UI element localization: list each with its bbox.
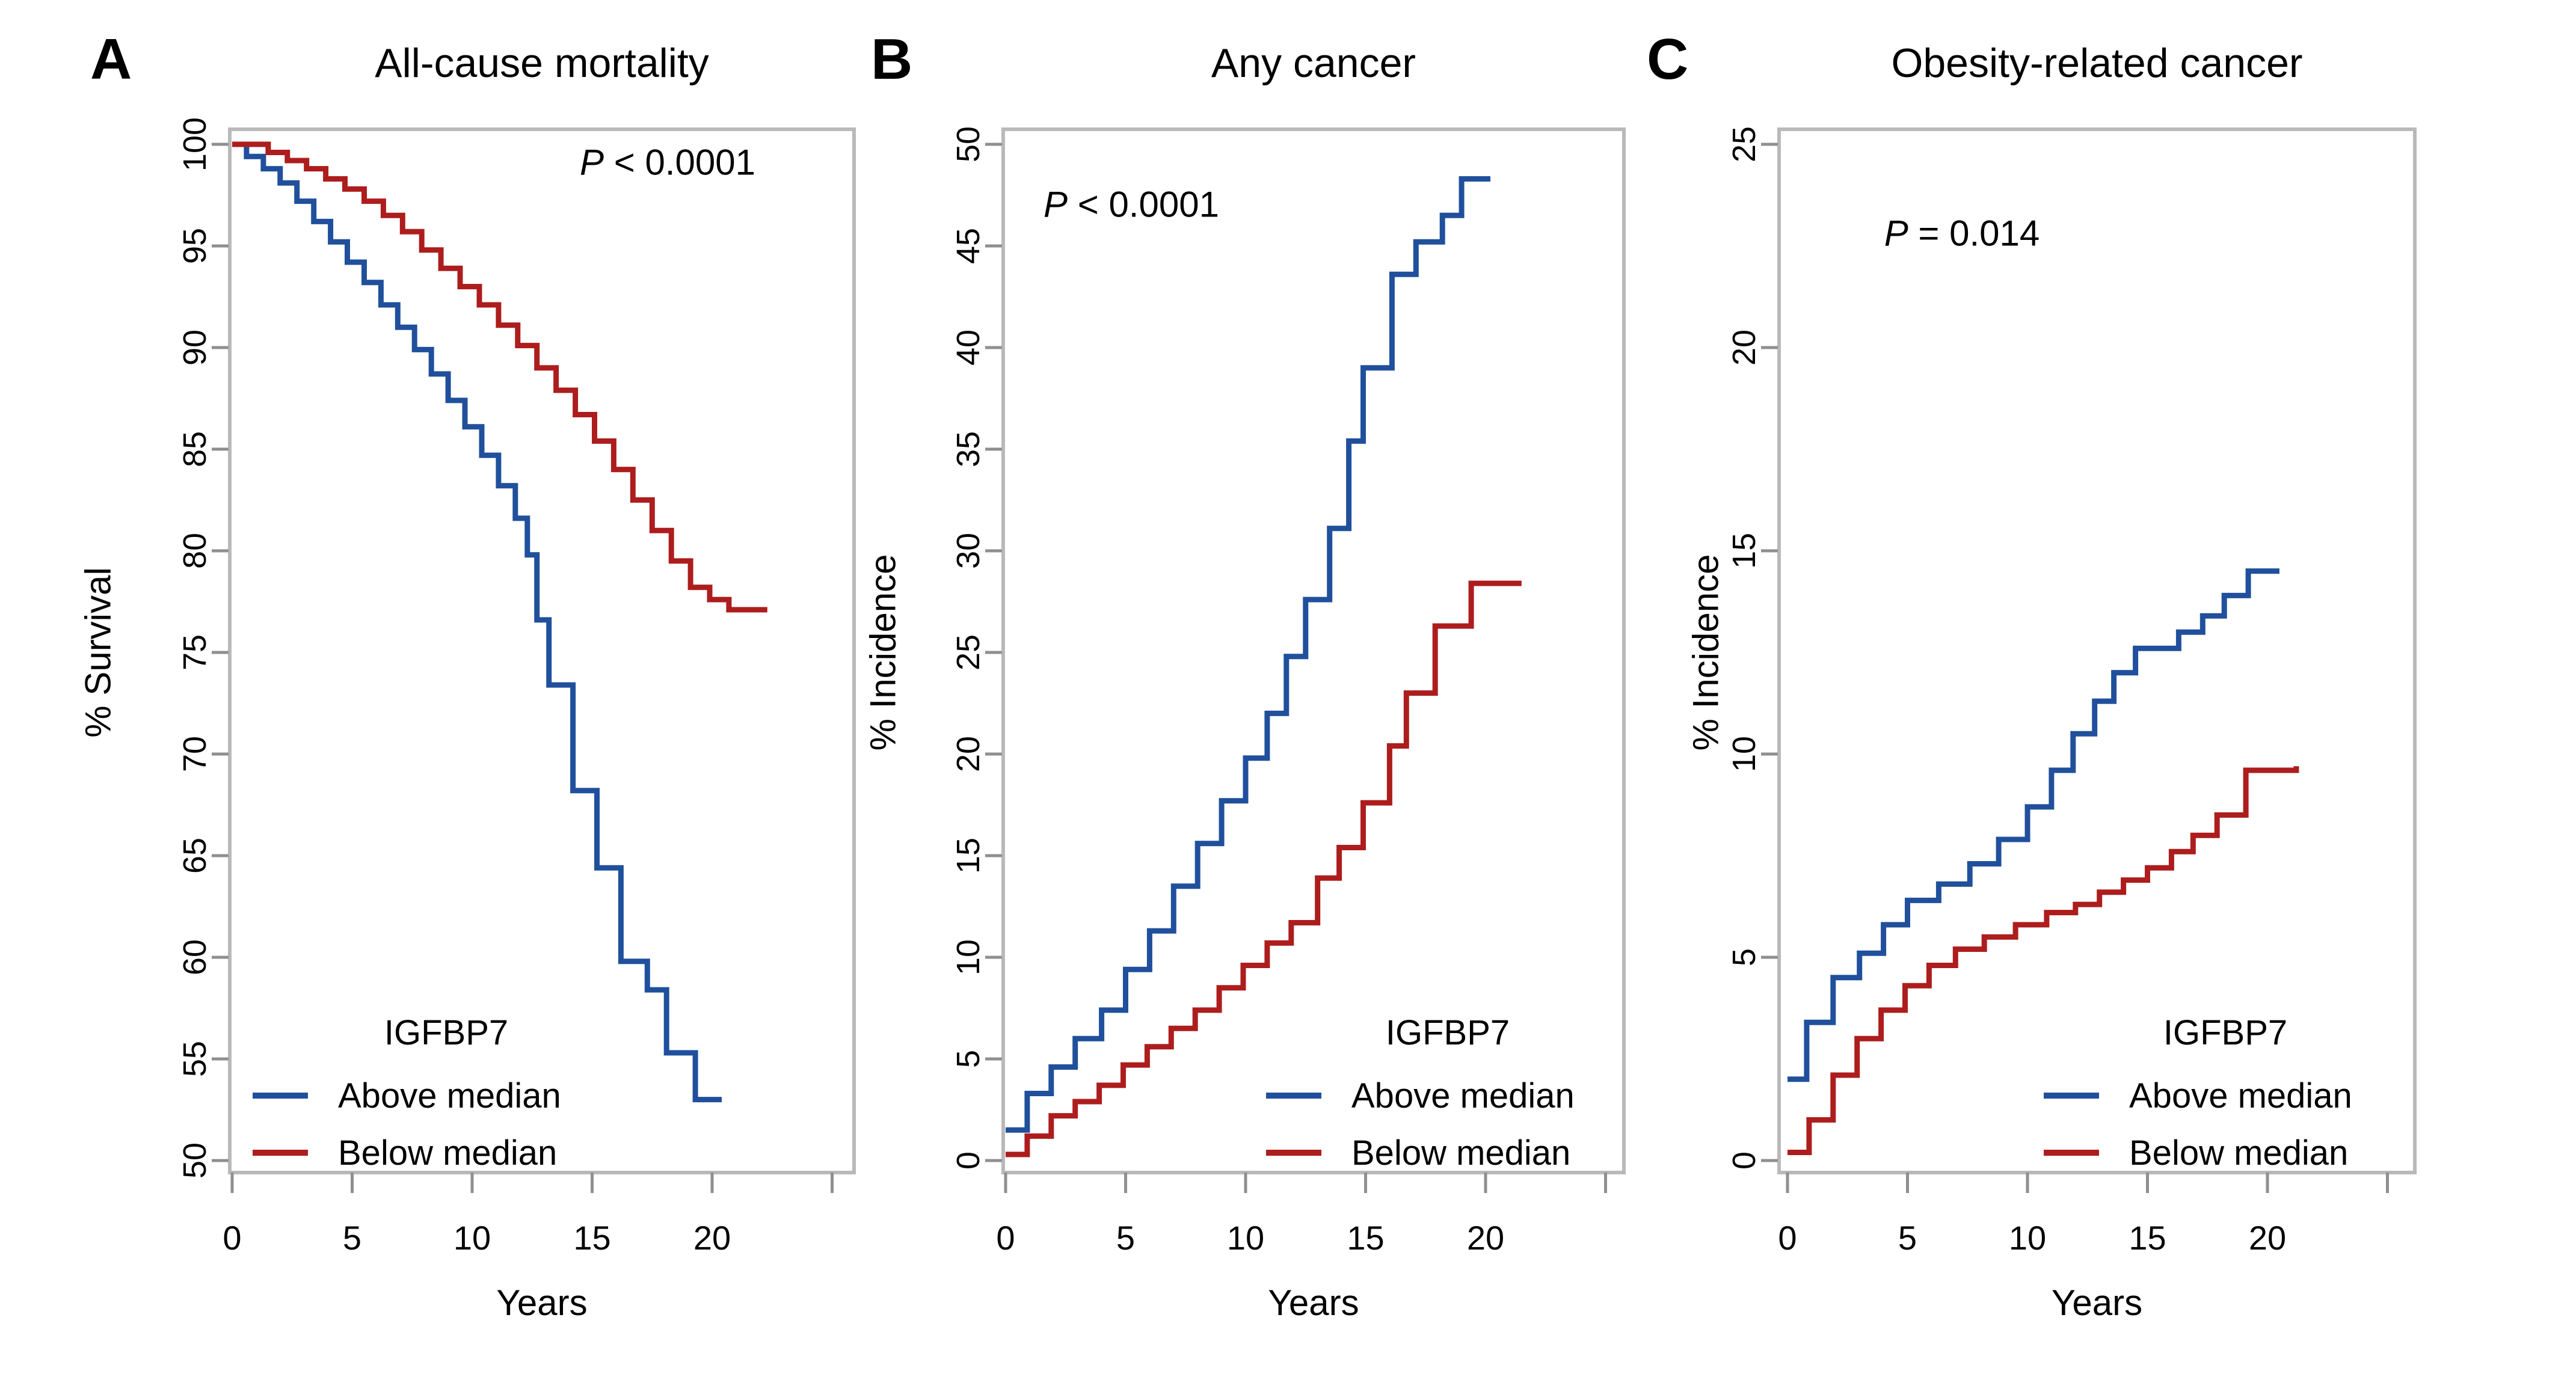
y-tick-label: 0 <box>950 1152 986 1170</box>
y-tick-label: 50 <box>177 1142 213 1179</box>
survival-curve-below-median <box>232 141 767 613</box>
p-value-c: P = 0.014 <box>1884 213 2040 254</box>
x-tick-label: 15 <box>1347 1219 1384 1257</box>
x-tick-label: 5 <box>1898 1219 1917 1257</box>
survival-curve-below-median <box>1788 766 2299 1155</box>
y-tick-label: 85 <box>177 431 213 467</box>
y-axis-label-c: % Incidence <box>1685 554 1726 751</box>
x-tick-label: 15 <box>573 1219 610 1257</box>
x-axis-label-b: Years <box>1268 1283 1359 1323</box>
y-tick-label: 75 <box>177 634 213 670</box>
x-tick-label: 0 <box>223 1219 241 1257</box>
x-tick-label: 10 <box>2009 1219 2046 1257</box>
legend-swatch-above-icon <box>1266 1093 1321 1099</box>
y-tick-label: 10 <box>950 939 986 975</box>
x-tick-label: 10 <box>1227 1219 1264 1257</box>
legend-label-below: Below median <box>2129 1133 2349 1173</box>
y-tick-label: 20 <box>1726 330 1762 366</box>
x-tick-label: 5 <box>1116 1219 1135 1257</box>
panel-letter-a: A <box>90 27 132 91</box>
y-tick-label: 25 <box>1726 126 1762 162</box>
x-tick-label: 20 <box>2249 1219 2286 1257</box>
legend-label-above: Above median <box>338 1076 561 1115</box>
legend-entry-below: Below median <box>1266 1129 1570 1177</box>
x-tick-label: 0 <box>996 1219 1015 1257</box>
p-symbol: P <box>1884 213 1908 254</box>
legend-swatch-above-icon <box>2044 1093 2099 1099</box>
legend-label-above: Above median <box>1351 1076 1575 1115</box>
panel-title-c: Obesity-related cancer <box>1891 40 2303 86</box>
legend-label-above: Above median <box>2129 1076 2352 1115</box>
y-tick-label: 90 <box>177 330 213 366</box>
p-comparison: < 0.0001 <box>604 142 755 183</box>
legend-title-b: IGFBP7 <box>1385 1013 1510 1052</box>
plot-frame <box>228 127 856 1174</box>
survival-curve-above-median <box>1788 568 2279 1082</box>
y-tick-label: 15 <box>1726 533 1762 569</box>
panel-title-a: All-cause mortality <box>375 40 709 86</box>
legend-entry-below: Below median <box>2044 1129 2348 1177</box>
y-tick-label: 100 <box>177 117 213 171</box>
plot-frame <box>1001 127 1626 1174</box>
y-tick-label: 30 <box>950 533 986 569</box>
x-tick-label: 15 <box>2129 1219 2166 1257</box>
survival-curve-above-median <box>1006 176 1490 1133</box>
p-symbol: P <box>580 142 604 183</box>
legend-entry-above: Above median <box>2044 1072 2352 1120</box>
y-tick-label: 5 <box>950 1050 986 1068</box>
legend-entry-below: Below median <box>253 1129 557 1177</box>
x-tick-label: 20 <box>693 1219 731 1257</box>
y-tick-label: 35 <box>950 431 986 467</box>
legend-label-below: Below median <box>1351 1133 1571 1173</box>
legend-swatch-below-icon <box>253 1150 308 1156</box>
panel-letter-b: B <box>871 27 913 91</box>
y-tick-label: 70 <box>177 736 213 772</box>
x-tick-label: 20 <box>1467 1219 1504 1257</box>
p-comparison: < 0.0001 <box>1068 184 1219 225</box>
y-tick-label: 15 <box>950 838 986 874</box>
y-axis-label-b: % Incidence <box>862 554 903 751</box>
legend-title-c: IGFBP7 <box>2163 1013 2288 1052</box>
y-tick-label: 5 <box>1726 948 1762 966</box>
y-tick-label: 20 <box>950 736 986 772</box>
y-axis-label-a: % Survival <box>78 567 118 738</box>
x-tick-label: 5 <box>343 1219 361 1257</box>
panel-title-b: Any cancer <box>1211 40 1416 86</box>
survival-curve-below-median <box>1006 580 1522 1158</box>
y-tick-label: 40 <box>950 330 986 366</box>
y-tick-label: 65 <box>177 838 213 874</box>
survival-curve-above-median <box>232 141 722 1103</box>
y-tick-label: 10 <box>1726 736 1762 772</box>
legend-swatch-below-icon <box>1266 1150 1321 1156</box>
y-tick-label: 55 <box>177 1041 213 1077</box>
legend-entry-above: Above median <box>1266 1072 1575 1120</box>
x-tick-label: 0 <box>1778 1219 1797 1257</box>
p-comparison: = 0.014 <box>1908 213 2040 254</box>
y-tick-label: 95 <box>177 228 213 264</box>
x-axis-label-c: Years <box>2051 1283 2143 1323</box>
legend-entry-above: Above median <box>253 1072 561 1120</box>
legend-label-below: Below median <box>338 1133 558 1173</box>
y-tick-label: 25 <box>950 634 986 670</box>
y-tick-label: 80 <box>177 533 213 569</box>
p-value-a: P < 0.0001 <box>580 142 755 183</box>
x-axis-label-a: Years <box>496 1283 588 1323</box>
x-tick-label: 10 <box>453 1219 491 1257</box>
y-tick-label: 0 <box>1726 1152 1762 1170</box>
legend-title-a: IGFBP7 <box>384 1013 509 1052</box>
legend-swatch-above-icon <box>253 1093 308 1099</box>
y-tick-label: 50 <box>950 126 986 162</box>
p-symbol: P <box>1044 184 1068 225</box>
legend-swatch-below-icon <box>2044 1150 2099 1156</box>
plot-frame <box>1777 127 2417 1174</box>
panel-letter-c: C <box>1647 27 1689 91</box>
y-tick-label: 45 <box>950 228 986 264</box>
y-tick-label: 60 <box>177 939 213 975</box>
p-value-b: P < 0.0001 <box>1044 184 1219 225</box>
